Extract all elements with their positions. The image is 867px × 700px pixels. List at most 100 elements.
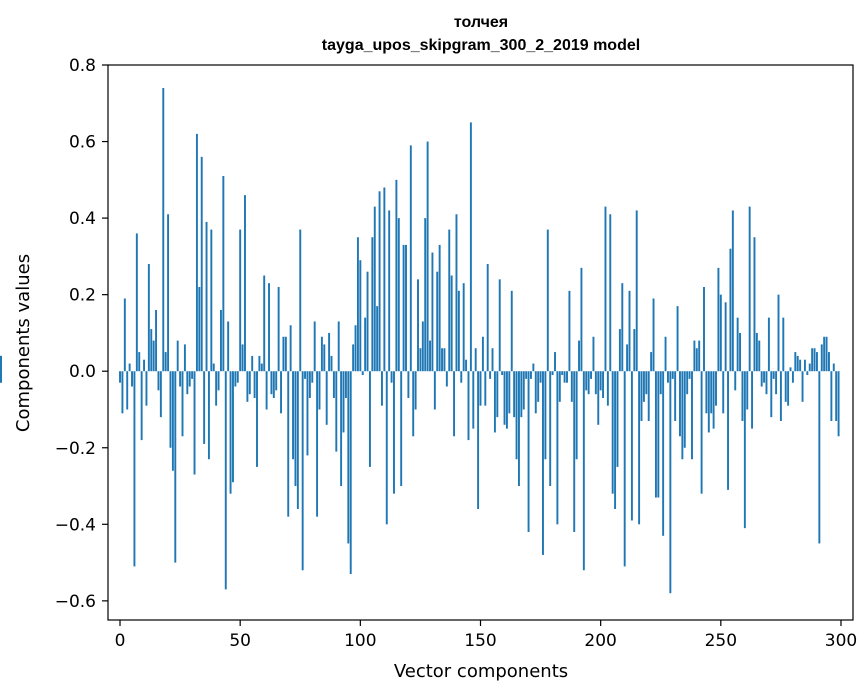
bar <box>715 371 717 406</box>
bar <box>691 371 693 460</box>
bar <box>119 371 121 383</box>
bar <box>830 371 833 421</box>
bar <box>441 348 444 372</box>
bar <box>638 371 641 525</box>
bar <box>803 359 806 372</box>
bar <box>270 371 273 395</box>
bar <box>755 332 758 372</box>
bar <box>323 344 326 372</box>
bar <box>813 348 816 372</box>
y-tick-label: 0.2 <box>69 286 96 306</box>
bar <box>633 329 636 372</box>
bar <box>131 371 133 387</box>
bar <box>549 371 552 487</box>
bar <box>465 359 468 372</box>
bar <box>467 371 470 441</box>
bar <box>582 371 585 571</box>
bar <box>258 355 261 372</box>
bar <box>260 363 263 372</box>
bar <box>364 317 367 372</box>
bar <box>775 371 778 395</box>
bar <box>162 87 165 372</box>
bar <box>234 371 237 387</box>
bar <box>217 371 220 391</box>
bar <box>356 237 359 372</box>
bar <box>181 371 184 437</box>
bar <box>505 371 508 429</box>
bar <box>313 321 316 372</box>
bar <box>337 321 340 372</box>
bar <box>150 329 153 372</box>
bar <box>282 336 285 372</box>
bar <box>525 371 528 379</box>
bar <box>301 371 304 571</box>
bar <box>368 371 371 467</box>
bar <box>657 371 660 498</box>
bar <box>664 336 667 372</box>
bar <box>748 206 751 372</box>
bar <box>152 340 155 372</box>
bar <box>611 371 614 494</box>
bar <box>686 371 689 395</box>
bar <box>666 371 669 383</box>
bar <box>683 371 686 448</box>
bar <box>739 332 742 372</box>
bar <box>378 191 381 372</box>
bar <box>140 371 143 441</box>
bar <box>210 229 213 372</box>
bar <box>707 371 710 433</box>
bar <box>159 371 162 418</box>
bar <box>659 371 662 395</box>
bar <box>534 371 537 414</box>
bar <box>265 371 268 410</box>
bar <box>460 371 463 383</box>
bar <box>609 214 612 372</box>
bar <box>654 371 657 498</box>
bar <box>462 283 465 372</box>
bar <box>592 336 595 372</box>
bar <box>496 371 499 418</box>
bar <box>556 371 559 525</box>
bar <box>498 279 501 372</box>
bar <box>594 371 597 395</box>
bar <box>419 348 422 372</box>
bar <box>479 371 482 406</box>
bar <box>424 218 427 372</box>
bar <box>385 371 388 525</box>
bar <box>828 352 830 372</box>
bar <box>474 348 477 372</box>
bar <box>770 371 773 418</box>
bar <box>397 218 400 372</box>
bar <box>169 371 172 448</box>
bar <box>0 355 2 372</box>
bar <box>578 340 580 372</box>
bar <box>138 352 141 372</box>
bar <box>642 371 645 402</box>
x-tick-label: 150 <box>464 631 496 651</box>
bar <box>275 371 278 391</box>
bar <box>212 363 215 372</box>
bar <box>575 371 578 460</box>
bar <box>679 371 681 437</box>
bar <box>414 371 417 410</box>
bar <box>289 325 292 372</box>
bar <box>400 371 403 487</box>
bar <box>477 371 480 509</box>
chart-subtitle: tayga_upos_skipgram_300_2_2019 model <box>322 37 640 54</box>
bar <box>328 332 331 372</box>
bar <box>736 317 739 372</box>
bar <box>681 371 684 460</box>
bar <box>573 371 576 532</box>
bar <box>438 244 441 372</box>
bar <box>628 290 631 372</box>
bar <box>388 210 391 372</box>
bar <box>373 206 376 372</box>
bar <box>712 371 715 429</box>
bar <box>616 371 619 467</box>
bar <box>145 371 148 406</box>
bar <box>256 371 258 467</box>
bar <box>808 363 811 372</box>
bar <box>640 371 643 421</box>
bar <box>782 317 785 372</box>
